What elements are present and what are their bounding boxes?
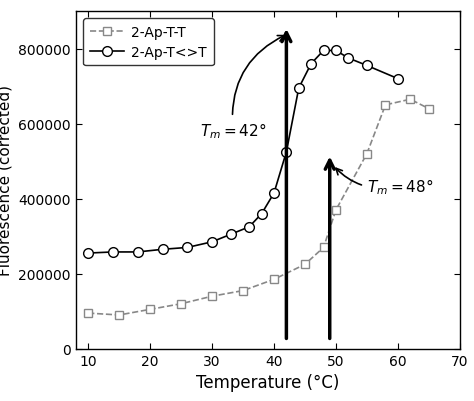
2-Ap-T-T (426, 107, 432, 112)
2-Ap-T<>T (271, 191, 277, 196)
2-Ap-T<>T (110, 250, 116, 255)
2-Ap-T-T (209, 294, 215, 299)
2-Ap-T<>T (321, 49, 327, 54)
Line: 2-Ap-T<>T: 2-Ap-T<>T (83, 47, 403, 258)
2-Ap-T<>T (283, 150, 289, 155)
2-Ap-T<>T (160, 247, 165, 252)
2-Ap-T-T (271, 277, 277, 282)
2-Ap-T-T (407, 97, 413, 102)
2-Ap-T<>T (184, 245, 190, 250)
2-Ap-T<>T (228, 232, 234, 237)
Legend: 2-Ap-T-T, 2-Ap-T<>T: 2-Ap-T-T, 2-Ap-T<>T (83, 19, 214, 66)
2-Ap-T-T (147, 307, 153, 312)
X-axis label: Temperature (°C): Temperature (°C) (196, 373, 339, 391)
2-Ap-T-T (85, 311, 91, 316)
Line: 2-Ap-T-T: 2-Ap-T-T (84, 96, 433, 319)
2-Ap-T<>T (259, 212, 264, 217)
2-Ap-T<>T (85, 251, 91, 256)
2-Ap-T-T (321, 245, 327, 250)
2-Ap-T<>T (395, 77, 401, 82)
2-Ap-T<>T (346, 57, 351, 61)
Text: $T_m = 48°$: $T_m = 48°$ (336, 169, 433, 196)
2-Ap-T-T (240, 288, 246, 293)
2-Ap-T-T (333, 208, 339, 213)
2-Ap-T<>T (296, 86, 301, 91)
2-Ap-T<>T (364, 64, 370, 69)
2-Ap-T-T (302, 262, 308, 267)
2-Ap-T<>T (308, 62, 314, 67)
2-Ap-T-T (383, 103, 388, 108)
2-Ap-T<>T (333, 49, 339, 54)
2-Ap-T<>T (135, 250, 141, 255)
2-Ap-T-T (178, 302, 184, 306)
Y-axis label: Fluorescence (corrected): Fluorescence (corrected) (0, 85, 13, 276)
2-Ap-T-T (364, 152, 370, 157)
Text: $T_m = 42°$: $T_m = 42°$ (200, 36, 284, 140)
2-Ap-T-T (116, 313, 122, 318)
2-Ap-T<>T (209, 240, 215, 245)
2-Ap-T<>T (246, 225, 252, 230)
